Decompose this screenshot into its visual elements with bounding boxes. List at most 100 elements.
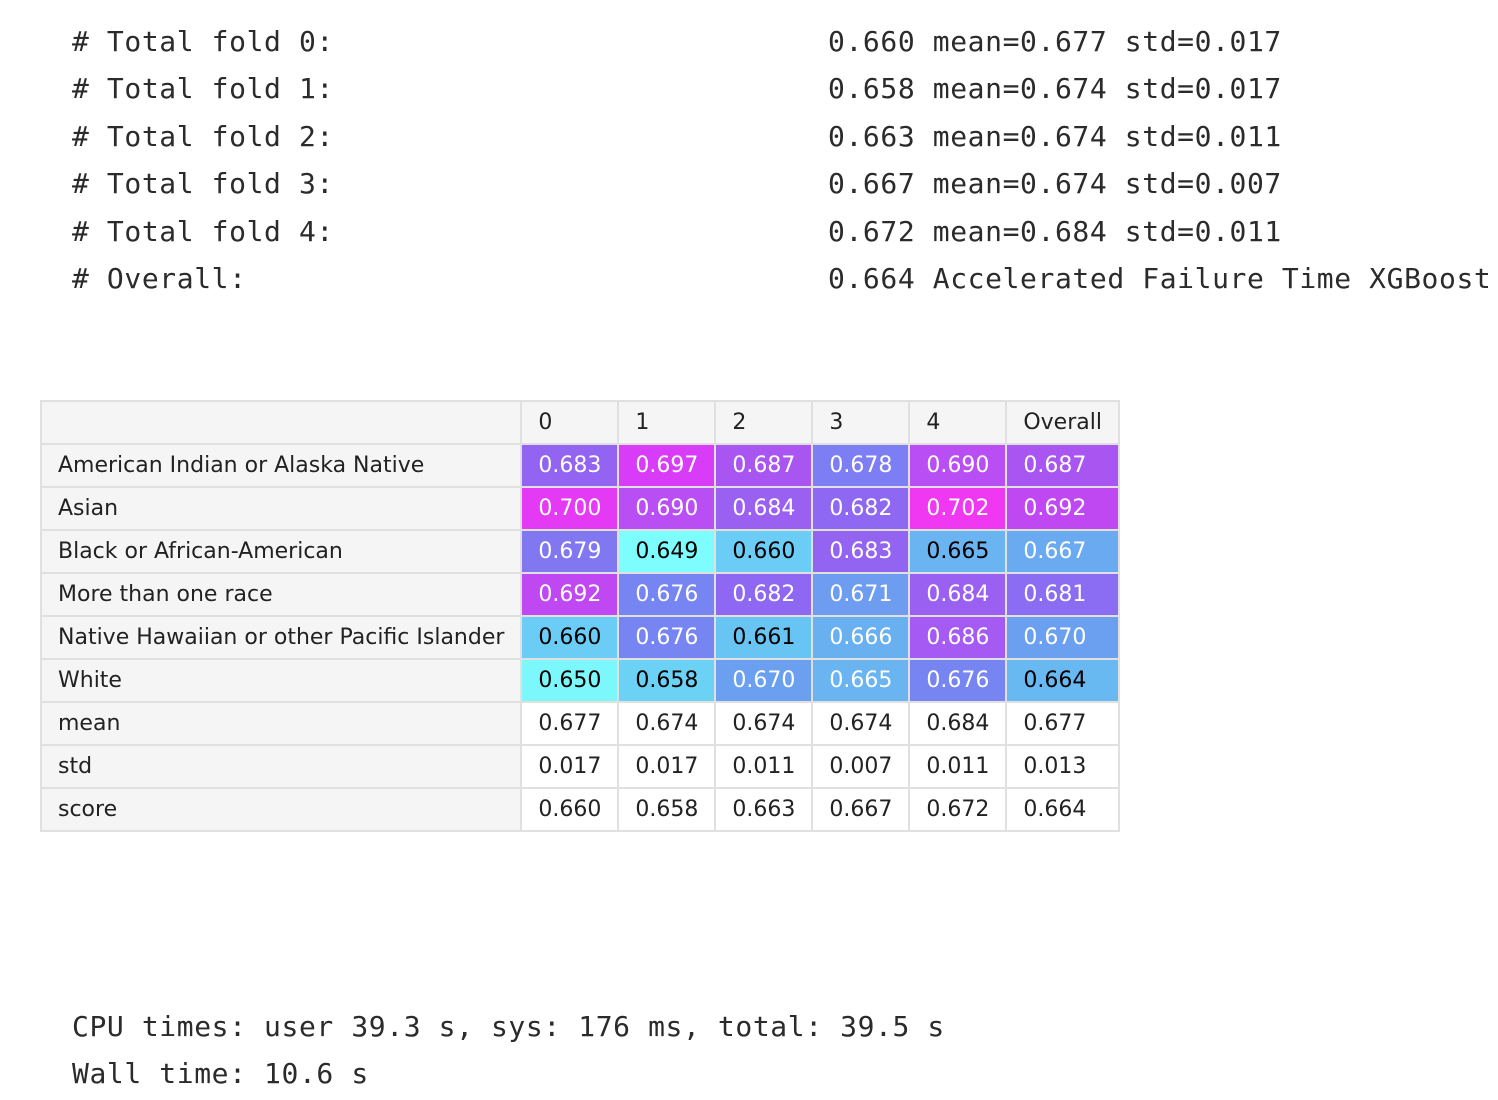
table-cell: 0.658 [617,787,717,832]
table-cell: 0.677 [520,701,620,746]
table-cell: 0.681 [1005,572,1120,617]
log-line-value: 0.667 mean=0.674 std=0.007 [828,167,1282,201]
column-header: 0 [520,400,620,445]
log-line-value: 0.658 mean=0.674 std=0.017 [828,72,1282,106]
log-line: # Total fold 4: 0.672 mean=0.684 std=0.01… [72,210,1492,257]
cv-log-output: # Total fold 0: 0.660 mean=0.677 std=0.01… [72,20,1492,304]
log-line-label: # Total fold 4: [72,214,334,248]
table-cell: 0.663 [714,787,814,832]
table-row: Black or African-American 0.679 0.649 0.660… [39,529,1120,574]
table-row: std 0.017 0.017 0.011 0.007 0.011 0.013 [39,744,1120,789]
column-header: 1 [617,400,717,445]
table-cell: 0.011 [714,744,814,789]
table-cell: 0.670 [714,658,814,703]
log-line-value: 0.672 mean=0.684 std=0.011 [828,214,1282,248]
table-cell: 0.667 [1005,529,1120,574]
table-cell: 0.679 [520,529,620,574]
row-label: Native Hawaiian or other Pacific Islande… [39,615,523,660]
table-cell: 0.677 [1005,701,1120,746]
table-cell: 0.658 [617,658,717,703]
table-cell: 0.676 [617,615,717,660]
timing-output: CPU times: user 39.3 s, sys: 176 ms, tot… [72,1005,945,1100]
table-cell: 0.017 [617,744,717,789]
table-cell: 0.682 [811,486,911,531]
row-label: std [39,744,523,789]
table-cell: 0.665 [811,658,911,703]
row-label: White [39,658,523,703]
log-line-value: 0.663 mean=0.674 std=0.011 [828,119,1282,153]
table-cell: 0.684 [908,701,1008,746]
log-line: # Total fold 0: 0.660 mean=0.677 std=0.01… [72,20,1492,67]
table-cell: 0.671 [811,572,911,617]
cpu-times-line: CPU times: user 39.3 s, sys: 176 ms, tot… [72,1010,945,1043]
fold-score-table: 0 1 2 3 4 Overall American Indian or Alaska N… [39,400,1120,832]
log-line-label: # Overall: [72,261,247,295]
column-header: 4 [908,400,1008,445]
table-cell: 0.682 [714,572,814,617]
table-cell: 0.661 [714,615,814,660]
table-cell: 0.666 [811,615,911,660]
row-label: mean [39,701,523,746]
table-row: Native Hawaiian or other Pacific Islande… [39,615,1120,660]
table-cell: 0.686 [908,615,1008,660]
table-row: Asian 0.700 0.690 0.684 0.682 0.702 0.692 [39,486,1120,531]
table-cell: 0.011 [908,744,1008,789]
column-header: 3 [811,400,911,445]
wall-time-line: Wall time: 10.6 s [72,1057,369,1091]
table-cell: 0.649 [617,529,717,574]
log-line: # Total fold 1: 0.658 mean=0.674 std=0.01… [72,67,1492,114]
log-line: # Total fold 2: 0.663 mean=0.674 std=0.01… [72,115,1492,162]
table-cell: 0.660 [520,787,620,832]
table-cell: 0.697 [617,443,717,488]
table-cell: 0.665 [908,529,1008,574]
table-cell: 0.017 [520,744,620,789]
table-cell: 0.687 [1005,443,1120,488]
table-row: mean 0.677 0.674 0.674 0.674 0.684 0.677 [39,701,1120,746]
index-header [39,400,523,445]
column-header: Overall [1005,400,1120,445]
table-cell: 0.678 [811,443,911,488]
row-label: More than one race [39,572,523,617]
log-line-value: 0.660 mean=0.677 std=0.017 [828,25,1282,58]
table-cell: 0.664 [1005,658,1120,703]
log-line-label: # Total fold 2: [72,119,334,153]
table-row: White 0.650 0.658 0.670 0.665 0.676 0.664 [39,658,1120,703]
table-cell: 0.007 [811,744,911,789]
row-label: Asian [39,486,523,531]
table-cell: 0.672 [908,787,1008,832]
log-line-value: 0.664 Accelerated Failure Time XGBoost [828,261,1492,295]
table-cell: 0.660 [714,529,814,574]
table-cell: 0.684 [908,572,1008,617]
table-row: score 0.660 0.658 0.663 0.667 0.672 0.664 [39,787,1120,832]
table-cell: 0.667 [811,787,911,832]
table-header-row: 0 1 2 3 4 Overall [39,400,1120,445]
log-line-label: # Total fold 1: [72,72,334,106]
table-cell: 0.687 [714,443,814,488]
table-cell: 0.674 [617,701,717,746]
table-cell: 0.670 [1005,615,1120,660]
table-cell: 0.674 [714,701,814,746]
column-header: 2 [714,400,814,445]
table-cell: 0.676 [617,572,717,617]
log-line: # Overall: 0.664 Accelerated Failure Time… [72,257,1492,304]
table-cell: 0.013 [1005,744,1120,789]
log-line: # Total fold 3: 0.667 mean=0.674 std=0.00… [72,162,1492,209]
table-cell: 0.692 [520,572,620,617]
table-cell: 0.660 [520,615,620,660]
table-cell: 0.683 [811,529,911,574]
row-label: Black or African-American [39,529,523,574]
row-label: American Indian or Alaska Native [39,443,523,488]
table-cell: 0.690 [617,486,717,531]
table-cell: 0.664 [1005,787,1120,832]
log-line-label: # Total fold 0: [72,25,334,58]
table-body: American Indian or Alaska Native 0.683 0.6… [39,443,1120,832]
table-cell: 0.702 [908,486,1008,531]
table-cell: 0.676 [908,658,1008,703]
row-label: score [39,787,523,832]
table-row: American Indian or Alaska Native 0.683 0.6… [39,443,1120,488]
table-cell: 0.683 [520,443,620,488]
log-line-label: # Total fold 3: [72,167,334,201]
table-cell: 0.700 [520,486,620,531]
table-row: More than one race 0.692 0.676 0.682 0.671 0.… [39,572,1120,617]
table-cell: 0.674 [811,701,911,746]
